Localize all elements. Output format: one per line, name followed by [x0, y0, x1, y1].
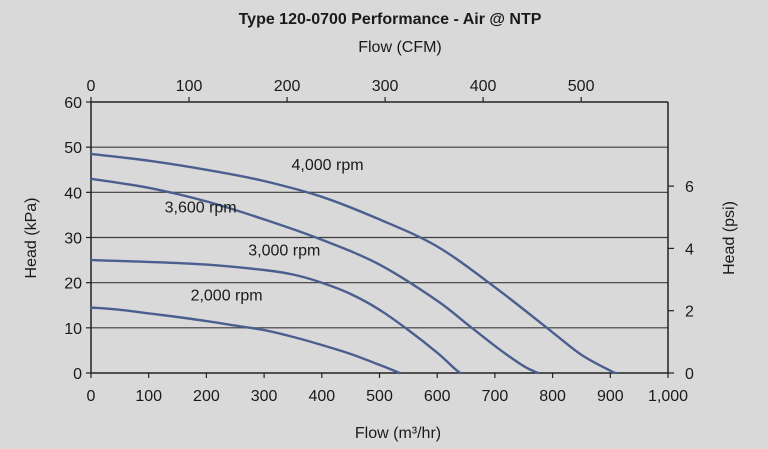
y-tick-label-2: 20 [64, 276, 82, 293]
curve-label-1: 3,600 rpm [165, 200, 237, 217]
x-tick-label-4: 400 [308, 388, 335, 405]
curve-0 [89, 152, 618, 375]
x2-axis-label: Flow (CFM) [358, 39, 442, 56]
curve-labels: 4,000 rpm 3,600 rpm 3,000 rpm 2,000 rpm [165, 157, 364, 305]
x2-tick-label-0: 0 [87, 78, 96, 95]
x-tick-label-5: 500 [366, 388, 393, 405]
curve-3 [89, 306, 401, 375]
x2-tick-label-1: 100 [176, 78, 203, 95]
y-tick-label-1: 10 [64, 321, 82, 338]
y-tick-label-3: 30 [64, 231, 82, 248]
x2-tick-label-4: 400 [470, 78, 497, 95]
x2-tick-label-3: 300 [372, 78, 399, 95]
curve-label-0: 4,000 rpm [292, 157, 364, 174]
y2-tick-label-0: 0 [685, 366, 694, 383]
y2-tick-label-2: 4 [685, 241, 694, 258]
y-tick-label-4: 40 [64, 185, 82, 202]
x-tick-label-3: 300 [251, 388, 278, 405]
gridlines [91, 146, 668, 329]
x-tick-label-6: 600 [424, 388, 451, 405]
x2-tick-label-5: 500 [568, 78, 595, 95]
y2-tick-label-3: 6 [685, 179, 694, 196]
y-tick-label-6: 60 [64, 95, 82, 112]
x-tick-label-10: 1,000 [648, 388, 688, 405]
x-tick-label-9: 900 [597, 388, 624, 405]
curve-label-2: 3,000 rpm [248, 243, 320, 260]
y-axis-label: Head (kPa) [23, 198, 40, 279]
x2-tick-label-2: 200 [274, 78, 301, 95]
curves [89, 152, 618, 375]
x-tick-label-1: 100 [135, 388, 162, 405]
x-tick-label-2: 200 [193, 388, 220, 405]
y2-tick-label-1: 2 [685, 304, 694, 321]
x-tick-label-0: 0 [87, 388, 96, 405]
curve-1 [89, 177, 540, 375]
y2-axis-label: Head (psi) [721, 201, 738, 275]
x-axis-label: Flow (m³/hr) [355, 425, 441, 442]
x-tick-label-7: 700 [482, 388, 509, 405]
curve-label-3: 2,000 rpm [191, 288, 263, 305]
chart-title: Type 120-0700 Performance - Air @ NTP [239, 11, 542, 28]
y-tick-label-0: 0 [73, 366, 82, 383]
y-tick-label-5: 50 [64, 140, 82, 157]
x-tick-label-8: 800 [539, 388, 566, 405]
curve-2 [89, 258, 462, 375]
